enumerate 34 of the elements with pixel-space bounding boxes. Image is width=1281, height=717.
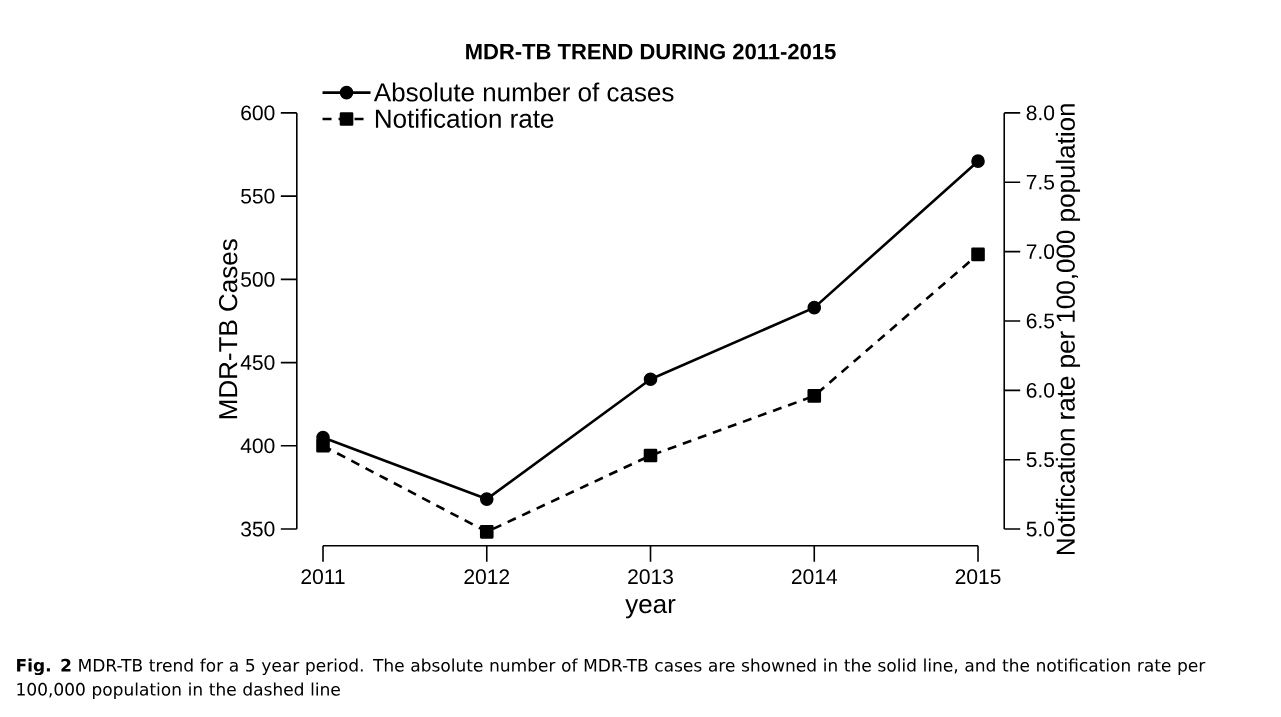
point	[643, 448, 658, 463]
y-axis-title: MDR-TB Cases	[218, 239, 238, 419]
x-tick-label: 2014	[791, 569, 837, 585]
x-tick-label: 2013	[628, 569, 673, 585]
legend-label: Notification rate	[375, 108, 554, 128]
y-tick-label: 450	[240, 355, 275, 371]
point	[807, 389, 822, 403]
y2-tick-label: 7.5	[1026, 174, 1055, 190]
point	[807, 300, 822, 315]
point	[971, 247, 985, 262]
point	[971, 154, 985, 168]
y-tick-label: 550	[241, 188, 275, 204]
y2-tick-label: 8.0	[1026, 105, 1055, 121]
chart-title: MDR-TB TREND DURING 2011-2015	[466, 43, 836, 60]
y2-tick-label: 7.0	[1026, 244, 1055, 260]
y2-tick-label: 5.5	[1026, 452, 1055, 468]
y2-axis-title: Notification rate per 100,000 population	[1055, 104, 1081, 555]
point	[479, 492, 494, 506]
x-tick-label: 2012	[464, 569, 510, 585]
legend-label: Absolute number of cases	[373, 82, 674, 102]
y-tick-label: 400	[240, 438, 275, 454]
x-tick-label: 2015	[955, 569, 1001, 585]
y-tick-label: 350	[241, 521, 275, 537]
y-tick-label: 500	[241, 271, 275, 287]
y2-tick-label: 6.0	[1026, 382, 1055, 398]
y2-tick-label: 6.5	[1026, 313, 1055, 329]
point	[643, 372, 658, 387]
point	[479, 525, 494, 539]
point	[316, 439, 330, 453]
y2-tick-label: 5.0	[1026, 521, 1055, 537]
x-axis-title: year	[625, 598, 676, 619]
x-tick-label: 2011	[301, 569, 345, 585]
y-tick-label: 600	[241, 105, 275, 121]
text: Fig. 2 MDR-TB trend for a 5 year period. The absolute number of MDR-TB cases are showned in the solid line, and the notification rate per 100,000 population in the dashed line	[17, 658, 1206, 699]
